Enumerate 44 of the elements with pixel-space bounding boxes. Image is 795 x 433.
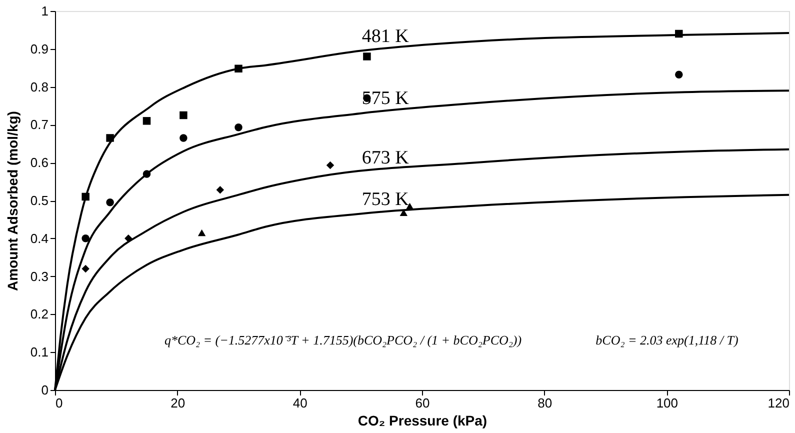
point: [363, 52, 371, 60]
point: [82, 264, 90, 273]
point: [216, 186, 224, 194]
y-tick-label: 0.6: [30, 155, 48, 170]
point: [675, 30, 683, 38]
y-tick-label: 0: [41, 382, 48, 398]
series-label: 481 K: [362, 26, 410, 47]
annotation: bCO₂ = 2.03 exp(1,118 / T): [596, 332, 738, 348]
x-tick-label: 40: [292, 396, 308, 410]
x-tick-label: 120: [768, 396, 790, 410]
x-tick-label: 80: [538, 396, 552, 410]
point: [234, 64, 242, 72]
point: [82, 234, 90, 242]
point: [180, 134, 188, 142]
y-tick-label: 0.4: [30, 230, 48, 246]
x-tick-label: 100: [656, 396, 678, 410]
point: [106, 198, 114, 206]
point: [234, 123, 242, 132]
point: [82, 192, 90, 201]
y-tick-label: 0.7: [30, 117, 48, 132]
point: [124, 234, 132, 242]
point: [675, 70, 683, 79]
y-tick-label: 0.5: [30, 193, 48, 208]
x-tick-label: 60: [415, 396, 430, 410]
y-tick-label: 0.1: [30, 344, 48, 360]
y-tick-label: 0.2: [30, 306, 48, 322]
point: [142, 170, 151, 178]
annotation: q*CO₂ = (−1.5277x10⁻³T + 1.7155)(bCO₂PCO₂ / (1 + bCO₂PCO₂)): [164, 332, 522, 348]
y-tick-label: 0.8: [30, 79, 48, 94]
x-tick-label: 0: [56, 396, 63, 410]
y-tick-label: 1: [41, 4, 48, 18]
point: [106, 134, 114, 142]
series-label: 753 K: [362, 189, 410, 210]
point: [142, 117, 151, 125]
x-tick-label: 20: [170, 396, 186, 410]
series-label: 673 K: [362, 148, 410, 169]
point: [180, 111, 188, 120]
point: [198, 229, 206, 236]
point: [326, 161, 334, 170]
y-tick-label: 0.3: [30, 268, 48, 284]
point: [400, 209, 408, 216]
y-tick-label: 0.9: [30, 41, 48, 56]
x-axis-title: CO₂ Pressure (kPa): [358, 412, 488, 428]
y-axis-title: Amount Adsorbed (mol/kg): [4, 111, 20, 291]
